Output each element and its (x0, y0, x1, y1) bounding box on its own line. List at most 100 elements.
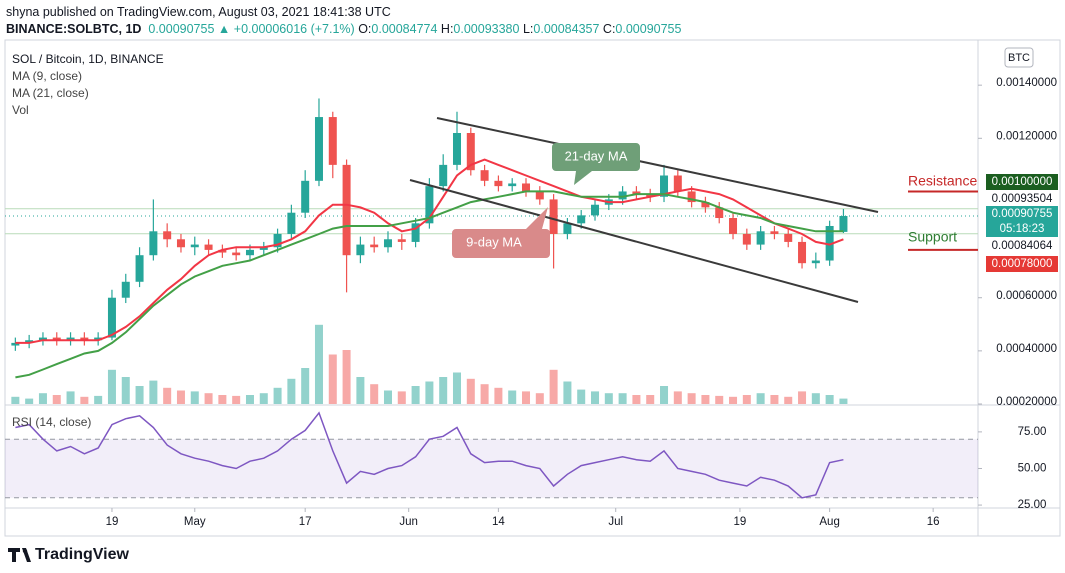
header: shyna published on TradingView.com, Augu… (6, 4, 681, 38)
volume-bar (646, 395, 655, 404)
candle-body (729, 218, 738, 234)
candle-body (701, 202, 710, 208)
volume-bar (563, 381, 572, 404)
volume-bar (66, 391, 75, 404)
ohlc-key: C: (602, 22, 616, 36)
legend-entry: MA (9, close) (12, 69, 82, 83)
y-tick-label: 0.00040000 (996, 343, 1057, 355)
candle-body (535, 191, 544, 200)
price-badge-label: 0.00078000 (992, 258, 1053, 270)
arrow: ▲ (217, 22, 231, 36)
x-tick-label: May (184, 516, 206, 528)
volume-bar (618, 393, 627, 404)
candle-body (287, 212, 296, 234)
candle-body (190, 244, 199, 248)
candle-body (25, 340, 34, 343)
volume-bar (328, 354, 337, 404)
candle-body (245, 249, 254, 256)
candle-body (149, 231, 158, 256)
x-tick-label: Jun (399, 516, 418, 528)
candle-body (522, 183, 531, 192)
volume-bar (494, 387, 503, 404)
volume-bar (245, 395, 254, 404)
candle-body (591, 204, 600, 216)
candle-body (798, 241, 807, 264)
ohlc-value: 0.00090755 (615, 22, 682, 36)
price-badge-label: 0.00090755 (992, 208, 1053, 220)
candle-body (370, 244, 379, 248)
rsi-band (5, 439, 978, 498)
candle-body (784, 233, 793, 242)
volume-bar (52, 395, 61, 404)
ohlc-value: 0.00093380 (453, 22, 520, 36)
candle-body (466, 132, 475, 171)
candle-body (66, 337, 75, 341)
line-layer (15, 158, 844, 499)
candle-body (756, 231, 765, 245)
candle-body (163, 231, 172, 240)
candle-body (397, 239, 406, 242)
volume-bar (660, 386, 669, 404)
volume-bar (715, 395, 724, 404)
candle-body (494, 180, 503, 187)
volume-bar (452, 372, 461, 404)
level-name: Resistance (908, 173, 977, 189)
candle-body (11, 342, 20, 346)
volume-bar (163, 387, 172, 404)
candle-body (52, 337, 61, 341)
candle-layer (11, 98, 848, 351)
volume-bar (632, 395, 641, 404)
legend-entry: MA (21, close) (12, 86, 89, 100)
volume-bar (176, 390, 185, 404)
rsi-tick-label: 50.00 (1018, 463, 1047, 475)
volume-bar (370, 384, 379, 404)
volume-bar (425, 381, 434, 404)
y-tick-label: 0.00140000 (996, 77, 1057, 89)
candle-body (94, 337, 103, 341)
volume-bar (80, 396, 89, 404)
x-tick-label: 19 (734, 516, 747, 528)
volume-bar (259, 393, 268, 404)
volume-bar (218, 395, 227, 404)
y-tick-label: 0.00060000 (996, 290, 1057, 302)
ohlc-value: 0.00084774 (371, 22, 438, 36)
volume-bar (770, 395, 779, 404)
currency: BTC (1008, 52, 1030, 64)
candle-body (232, 252, 241, 256)
volume-bar (729, 396, 738, 404)
volume-bar (811, 393, 820, 404)
candle-body (176, 239, 185, 248)
symbol: BINANCE:SOLBTC, 1D (6, 22, 142, 36)
volume-bar (798, 391, 807, 404)
price-badge (986, 256, 1058, 272)
volume-bar (825, 395, 834, 404)
candle-body (342, 164, 351, 256)
volume-bar (673, 391, 682, 404)
x-tick-label: 16 (927, 516, 940, 528)
volume-bar (38, 393, 47, 404)
candle-body (618, 191, 627, 200)
channel-upper (436, 117, 879, 213)
candle-body (314, 117, 323, 181)
volume-bar (784, 396, 793, 404)
candle-body (839, 216, 848, 232)
candle-body (38, 337, 47, 341)
candle-body (577, 215, 586, 224)
ohlc-key: O: (358, 22, 372, 36)
volume-bar (94, 395, 103, 404)
volume-bar (232, 395, 241, 404)
candle-body (549, 199, 558, 234)
candle-body (273, 233, 282, 248)
volume-bar (604, 393, 613, 404)
candle-body (259, 247, 268, 250)
candle-body (301, 180, 310, 213)
currency-box (1004, 47, 1034, 68)
volume-bar (25, 398, 34, 404)
candle-body (218, 249, 227, 253)
volume-bar (149, 380, 158, 404)
ohlc-key: H: (440, 22, 454, 36)
candle-body (356, 244, 365, 256)
price-badge-label: 0.00100000 (992, 176, 1053, 188)
annotation: 21-day MA (565, 148, 628, 163)
